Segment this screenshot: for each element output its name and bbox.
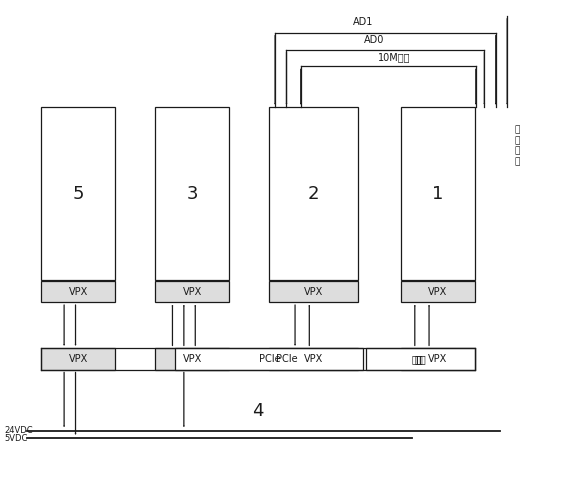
Bar [175, 348, 363, 369]
Text: 4: 4 [252, 402, 264, 421]
Text: VPX: VPX [304, 287, 323, 297]
Text: 3: 3 [187, 185, 198, 203]
Text: VPX: VPX [428, 287, 448, 297]
Text: 10M时钟: 10M时钟 [378, 52, 410, 62]
Text: PCIe: PCIe [258, 354, 280, 364]
Text: VPX: VPX [183, 354, 202, 364]
Text: 1: 1 [432, 185, 444, 203]
Bar [155, 281, 229, 302]
Bar [401, 348, 474, 369]
Text: VPX: VPX [69, 287, 88, 297]
Bar [401, 281, 474, 302]
Bar [155, 107, 229, 281]
Text: 射
频
输
入: 射 频 输 入 [514, 126, 519, 166]
Bar [269, 348, 358, 369]
Text: PCIe: PCIe [276, 354, 297, 364]
Text: 串口: 串口 [412, 354, 423, 364]
Text: VPX: VPX [183, 287, 202, 297]
Bar [269, 107, 358, 281]
Bar [269, 281, 358, 302]
Text: 5VDC: 5VDC [4, 434, 28, 443]
Text: VPX: VPX [304, 354, 323, 364]
Bar [155, 348, 229, 369]
Text: AD1: AD1 [352, 17, 373, 27]
Text: VPX: VPX [69, 354, 88, 364]
Bar [366, 348, 474, 369]
Bar [41, 348, 115, 369]
Text: 串口: 串口 [415, 354, 426, 364]
Bar [401, 107, 474, 281]
Bar [41, 107, 115, 281]
Text: 2: 2 [308, 185, 319, 203]
Text: 24VDC: 24VDC [4, 426, 33, 435]
Text: VPX: VPX [428, 354, 448, 364]
Text: AD0: AD0 [364, 35, 384, 45]
Text: 5: 5 [73, 185, 84, 203]
Bar [41, 281, 115, 302]
